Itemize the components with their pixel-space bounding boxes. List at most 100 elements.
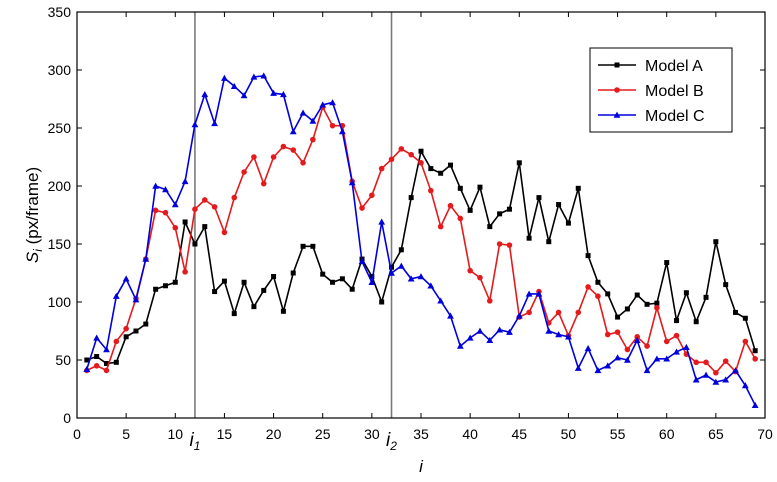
series-model-b: [84, 104, 758, 376]
data-point-model-c: [476, 327, 484, 334]
legend-label-model-c: Model C: [645, 108, 705, 125]
data-point-model-c: [250, 73, 258, 80]
data-point-model-b: [663, 338, 670, 345]
data-point-model-c: [93, 334, 101, 341]
data-point-model-c: [614, 354, 621, 361]
data-point-model-a: [398, 247, 404, 253]
data-point-model-a: [389, 264, 395, 270]
data-point-model-b: [241, 169, 247, 175]
data-point-model-c: [309, 117, 317, 124]
x-tick-label: 70: [757, 426, 773, 442]
data-point-model-c: [201, 90, 209, 98]
data-point-model-a: [752, 348, 758, 354]
data-point-model-c: [270, 89, 277, 96]
data-point-model-a: [585, 253, 591, 259]
data-point-model-c: [712, 378, 720, 385]
data-point-model-c: [122, 275, 130, 282]
data-point-model-a: [280, 308, 286, 314]
data-point-model-c: [378, 218, 386, 225]
data-point-model-c: [574, 364, 582, 371]
data-point-model-b: [673, 332, 680, 339]
data-point-model-b: [742, 338, 749, 345]
data-point-model-c: [280, 90, 287, 98]
data-point-model-b: [487, 298, 493, 304]
data-point-model-a: [172, 279, 178, 285]
data-point-model-c: [417, 273, 425, 280]
y-tick-label: 200: [48, 178, 72, 194]
data-point-model-b: [231, 194, 238, 201]
vline-label-1: i1: [189, 430, 200, 453]
data-point-model-c: [663, 355, 671, 362]
data-point-model-a: [605, 291, 611, 297]
data-point-model-b: [418, 160, 424, 166]
data-point-model-c: [260, 72, 268, 79]
legend: Model A Model B Model C: [589, 47, 733, 133]
data-point-model-c: [319, 101, 327, 108]
data-point-model-c: [643, 367, 651, 374]
data-point-model-c: [496, 326, 504, 333]
data-point-model-c: [515, 312, 523, 319]
data-point-model-a: [634, 292, 640, 298]
data-point-model-a: [595, 279, 601, 285]
x-tick-label: 25: [315, 426, 331, 442]
data-point-model-c: [289, 128, 297, 135]
data-point-model-a: [300, 243, 306, 249]
data-point-model-c: [388, 269, 395, 276]
data-point-model-a: [556, 202, 562, 208]
data-point-model-c: [240, 92, 248, 99]
data-point-model-b: [378, 165, 385, 172]
data-point-model-a: [103, 360, 109, 366]
data-point-model-a: [674, 318, 680, 324]
x-tick-label: 45: [511, 426, 527, 442]
data-point-model-c: [545, 327, 553, 334]
x-tick-label: 60: [659, 426, 675, 442]
data-point-model-b: [369, 192, 375, 199]
data-point-model-c: [702, 371, 710, 378]
data-point-model-c: [211, 119, 218, 127]
data-point-model-b: [437, 223, 444, 230]
data-point-model-a: [153, 286, 159, 292]
data-point-model-a: [477, 184, 483, 190]
data-point-model-a: [575, 185, 581, 191]
data-point-model-b: [280, 143, 287, 150]
x-tick-label: 35: [413, 426, 429, 442]
data-point-model-b: [290, 147, 297, 153]
x-tick-label: 0: [73, 426, 81, 442]
data-point-model-b: [398, 146, 405, 152]
data-point-model-b: [457, 215, 464, 222]
data-point-model-a: [133, 328, 139, 334]
data-point-model-a: [212, 289, 218, 295]
data-point-model-c: [486, 336, 494, 343]
data-point-model-b: [654, 305, 660, 311]
data-point-model-b: [506, 242, 513, 248]
data-point-model-a: [497, 211, 503, 217]
x-axis-title: i: [419, 457, 424, 476]
data-point-model-c: [221, 74, 228, 81]
legend-item-model-a: Model A: [598, 58, 703, 75]
data-point-model-c: [230, 82, 238, 89]
data-point-model-b: [192, 206, 198, 212]
y-tick-label: 150: [48, 236, 72, 252]
data-point-model-a: [94, 354, 100, 360]
legend-label-model-b: Model B: [645, 83, 704, 100]
data-point-model-b: [260, 180, 267, 187]
data-point-model-b: [329, 122, 336, 129]
data-point-model-b: [428, 187, 434, 194]
data-point-model-c: [447, 312, 454, 319]
data-point-model-a: [683, 290, 689, 296]
data-point-model-c: [594, 367, 602, 374]
y-tick-label: 250: [48, 120, 72, 136]
data-point-model-c: [506, 328, 513, 335]
data-point-model-c: [555, 331, 562, 338]
x-axis-ticks: 0 5 10 15 20 25 30 35 40 45 50 55 60 65 70: [73, 12, 773, 442]
data-point-model-c: [682, 343, 690, 350]
data-point-model-c: [624, 356, 631, 363]
data-point-model-b: [693, 359, 699, 366]
data-point-model-a: [84, 357, 90, 363]
data-point-model-b: [182, 269, 188, 275]
data-point-model-b: [703, 359, 709, 366]
data-point-model-a: [369, 273, 375, 279]
x-tick-label: 65: [708, 426, 724, 442]
data-point-model-b: [624, 346, 631, 353]
data-point-model-c: [525, 290, 533, 297]
